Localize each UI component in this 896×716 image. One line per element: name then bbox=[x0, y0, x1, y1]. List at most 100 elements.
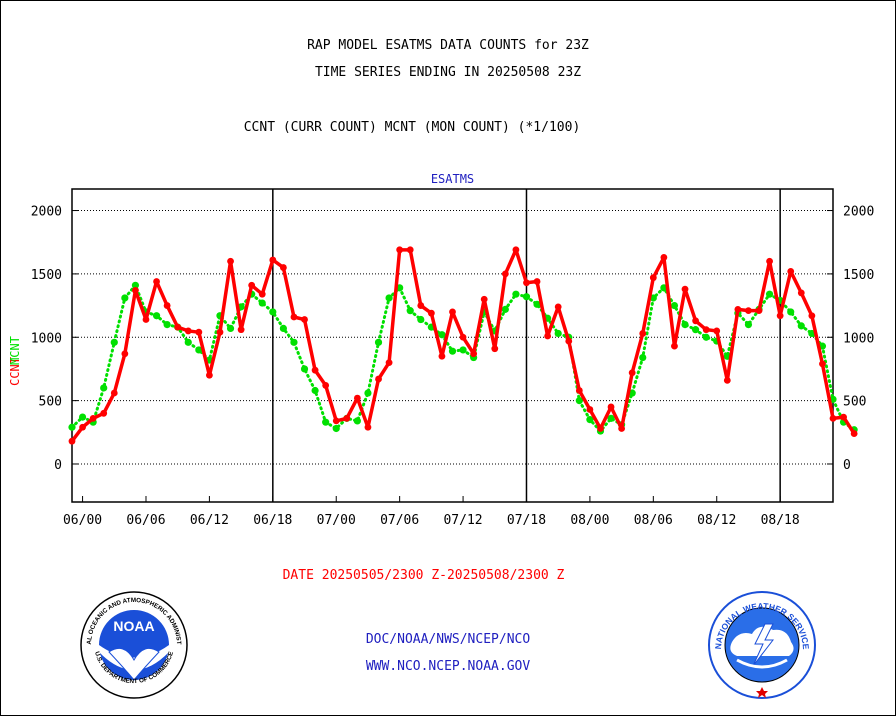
data-point-ccnt bbox=[797, 289, 805, 297]
x-tick-label: 06/12 bbox=[190, 513, 229, 528]
data-point-mcnt bbox=[501, 305, 509, 313]
data-point-ccnt bbox=[449, 308, 456, 316]
data-point-ccnt bbox=[195, 328, 203, 336]
chart-subtitle: CCNT (CURR COUNT) MCNT (MON COUNT) (*1/1… bbox=[243, 120, 581, 135]
data-point-ccnt bbox=[734, 305, 742, 313]
x-tick-label: 06/18 bbox=[253, 513, 292, 528]
data-point-mcnt bbox=[797, 322, 805, 330]
data-point-ccnt bbox=[438, 352, 446, 360]
data-point-mcnt bbox=[575, 397, 583, 405]
y-tick-label-left: 500 bbox=[39, 395, 62, 410]
data-point-ccnt bbox=[671, 342, 678, 350]
y-tick-label-right: 500 bbox=[843, 395, 866, 410]
data-point-ccnt bbox=[237, 326, 245, 334]
data-point-ccnt bbox=[787, 267, 795, 275]
data-point-ccnt bbox=[332, 417, 340, 425]
data-point-ccnt bbox=[597, 425, 604, 432]
x-tick-label: 08/18 bbox=[761, 513, 800, 528]
data-point-ccnt bbox=[755, 307, 763, 315]
data-point-mcnt bbox=[353, 417, 361, 425]
data-point-mcnt bbox=[269, 308, 277, 316]
data-point-mcnt bbox=[226, 324, 235, 332]
data-point-mcnt bbox=[121, 294, 129, 302]
data-point-mcnt bbox=[533, 300, 541, 308]
data-point-ccnt bbox=[110, 389, 118, 397]
data-point-mcnt bbox=[586, 416, 594, 424]
data-point-ccnt bbox=[618, 425, 626, 432]
data-point-mcnt bbox=[691, 326, 700, 334]
data-point-ccnt bbox=[808, 312, 816, 320]
panel-label: ESATMS bbox=[431, 172, 474, 186]
data-point-mcnt bbox=[787, 308, 795, 316]
data-point-ccnt bbox=[639, 330, 647, 337]
data-point-ccnt bbox=[745, 307, 752, 315]
x-axis-date-label: DATE 20250505/2300 Z-20250508/2300 Z bbox=[283, 568, 565, 583]
data-point-mcnt bbox=[744, 320, 753, 329]
data-point-mcnt bbox=[522, 293, 531, 301]
data-point-ccnt bbox=[512, 246, 520, 254]
data-point-ccnt bbox=[819, 360, 826, 368]
nws-logo: NATIONAL WEATHER SERVICE bbox=[708, 591, 816, 699]
data-point-mcnt bbox=[68, 423, 76, 431]
y-tick-label-right: 1500 bbox=[843, 268, 874, 283]
y-axis-label-mcnt: MCNT bbox=[8, 336, 22, 365]
y-tick-label-left: 1000 bbox=[31, 331, 62, 346]
data-point-ccnt bbox=[206, 371, 213, 379]
y-tick-label-right: 1000 bbox=[843, 331, 874, 346]
data-point-mcnt bbox=[322, 418, 330, 426]
x-tick-label: 07/12 bbox=[443, 513, 482, 528]
x-tick-label: 06/06 bbox=[126, 513, 165, 528]
data-point-mcnt bbox=[765, 290, 774, 298]
y-tick-label-left: 1500 bbox=[31, 268, 62, 283]
data-point-ccnt bbox=[723, 376, 731, 384]
data-point-mcnt bbox=[184, 338, 192, 346]
data-point-ccnt bbox=[153, 278, 160, 285]
noaa-logo-name: NOAA bbox=[113, 618, 154, 634]
data-point-mcnt bbox=[459, 346, 467, 354]
data-point-mcnt bbox=[258, 299, 266, 307]
data-point-ccnt bbox=[311, 366, 319, 374]
x-tick-label: 08/06 bbox=[634, 513, 673, 528]
data-point-ccnt bbox=[829, 414, 837, 422]
y-tick-label-left: 2000 bbox=[31, 205, 62, 220]
data-point-mcnt bbox=[438, 331, 446, 339]
data-point-mcnt bbox=[311, 386, 319, 395]
y-tick-label-right: 0 bbox=[843, 458, 851, 473]
data-point-ccnt bbox=[216, 328, 224, 336]
data-point-ccnt bbox=[649, 274, 657, 282]
data-point-mcnt bbox=[163, 320, 171, 329]
data-point-ccnt bbox=[628, 369, 636, 377]
data-point-mcnt bbox=[279, 324, 287, 332]
data-point-ccnt bbox=[343, 414, 351, 422]
chart-title-line1: RAP MODEL ESATMS DATA COUNTS for 23Z bbox=[307, 38, 589, 53]
data-point-ccnt bbox=[533, 278, 541, 285]
data-point-mcnt bbox=[152, 312, 161, 320]
data-point-mcnt bbox=[332, 424, 340, 433]
data-point-ccnt bbox=[480, 295, 488, 303]
data-point-mcnt bbox=[681, 320, 689, 329]
data-point-ccnt bbox=[121, 350, 129, 358]
x-tick-label: 07/06 bbox=[380, 513, 419, 528]
data-point-mcnt bbox=[131, 281, 140, 289]
data-point-mcnt bbox=[110, 338, 118, 346]
data-point-ccnt bbox=[353, 394, 361, 402]
data-point-ccnt bbox=[491, 345, 499, 353]
data-point-ccnt bbox=[301, 316, 308, 323]
data-point-mcnt bbox=[300, 365, 309, 373]
data-point-mcnt bbox=[406, 307, 414, 315]
data-point-mcnt bbox=[512, 290, 520, 298]
data-point-ccnt bbox=[523, 279, 530, 287]
data-point-ccnt bbox=[776, 312, 784, 320]
data-point-ccnt bbox=[501, 270, 509, 278]
data-point-mcnt bbox=[670, 301, 679, 310]
footer-website-link[interactable]: WWW.NCO.NCEP.NOAA.GOV bbox=[365, 659, 531, 674]
y-axis-label-ccnt: CCNT bbox=[8, 357, 22, 386]
data-point-mcnt bbox=[374, 338, 383, 346]
data-point-mcnt bbox=[385, 294, 393, 302]
data-point-mcnt bbox=[417, 315, 425, 324]
x-tick-label: 08/00 bbox=[570, 513, 609, 528]
footer-org-path: DOC/NOAA/NWS/NCEP/NCO bbox=[365, 632, 531, 647]
chart-title-line2: TIME SERIES ENDING IN 20250508 23Z bbox=[314, 65, 582, 80]
y-tick-label-left: 0 bbox=[54, 458, 62, 473]
data-point-ccnt bbox=[322, 382, 330, 389]
